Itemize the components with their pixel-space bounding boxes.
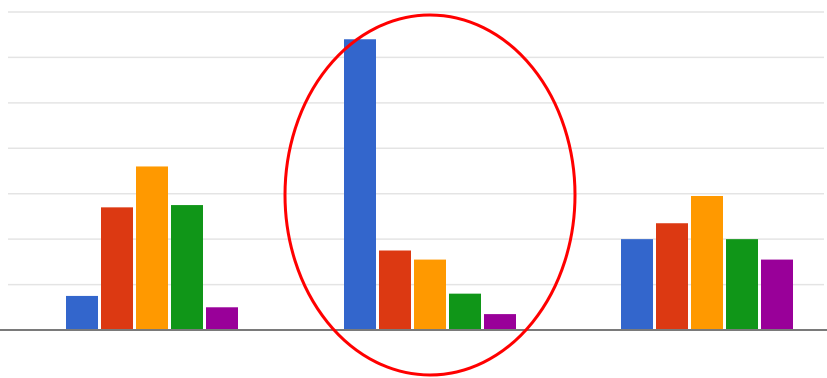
bar-group-3-series-5 — [761, 259, 793, 330]
bar-group-2-series-4 — [449, 293, 481, 330]
bar-group-2-series-3 — [414, 259, 446, 330]
bar-group-1-series-1 — [66, 295, 98, 330]
bars — [66, 39, 793, 330]
bar-group-3-series-1 — [621, 239, 653, 330]
bar-group-3-series-3 — [691, 195, 723, 330]
bar-group-2-series-2 — [379, 250, 411, 330]
bar-group-1-series-3 — [136, 166, 168, 330]
bar-group-1-series-4 — [171, 205, 203, 330]
highlight-ellipse — [283, 13, 577, 377]
bar-group-2-series-1 — [344, 39, 376, 330]
bar-group-3-series-2 — [656, 223, 688, 330]
bar-group-2-series-5 — [484, 314, 516, 330]
bar-group-1-series-2 — [101, 207, 133, 330]
bar-group-3-series-4 — [726, 239, 758, 330]
bar-group-1-series-5 — [206, 307, 238, 330]
